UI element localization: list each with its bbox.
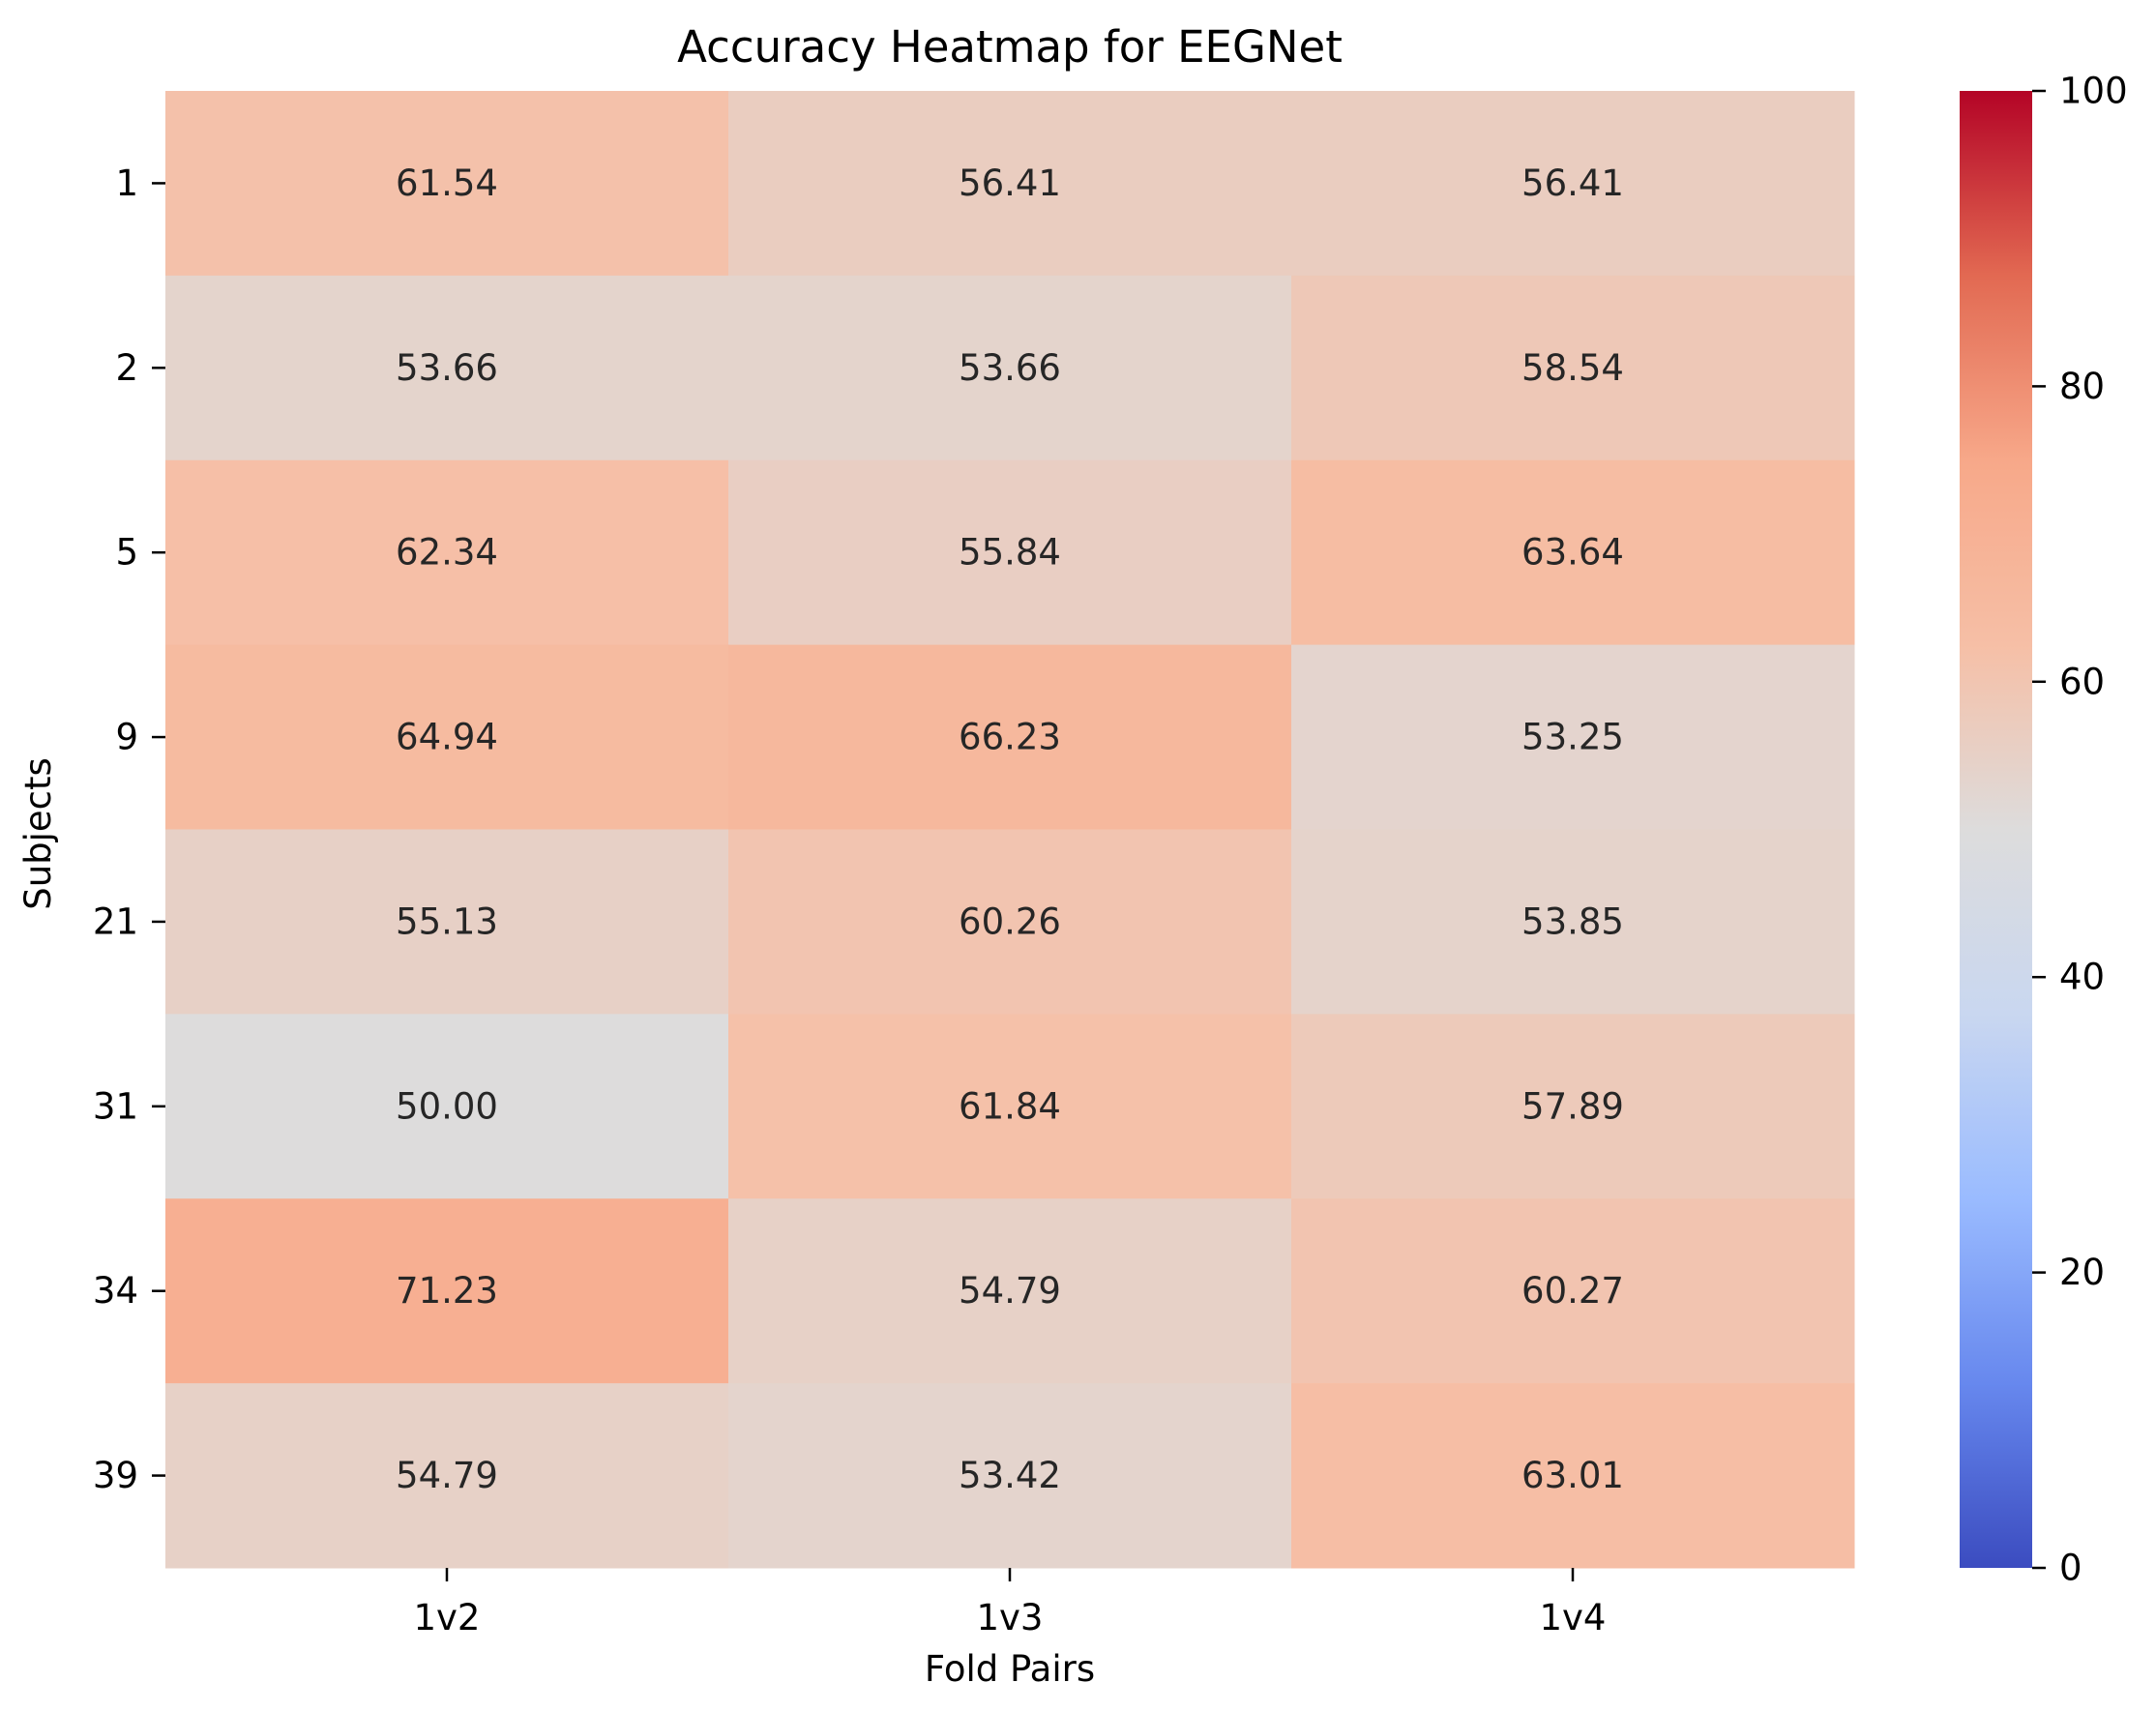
colorbar-tick-label: 80 xyxy=(2059,366,2105,407)
colorbar-ticks: 0 20 40 60 80 100 xyxy=(2032,71,2128,1589)
cell-value-label: 64.94 xyxy=(396,717,498,758)
heatmap-cell xyxy=(165,1014,729,1199)
y-axis: 1 2 5 9 21 31 34 39 xyxy=(93,162,165,1496)
colorbar-scale xyxy=(1960,91,2032,1568)
colorbar-tick-label: 100 xyxy=(2059,71,2128,112)
heatmap-cell xyxy=(728,459,1292,646)
cell-value-label: 60.26 xyxy=(959,900,1061,942)
x-axis: 1v2 1v3 1v4 xyxy=(414,1568,1607,1638)
cell-value-label: 53.25 xyxy=(1521,717,1624,758)
heatmap-cells xyxy=(165,91,1855,1569)
y-tick-label: 31 xyxy=(93,1085,138,1127)
cell-value-label: 57.89 xyxy=(1521,1085,1624,1127)
heatmap-cell xyxy=(728,829,1292,1015)
cell-value-label: 55.13 xyxy=(396,900,498,942)
heatmap-cell xyxy=(1291,275,1855,461)
x-tick-label: 1v4 xyxy=(1540,1597,1607,1638)
y-tick-label: 2 xyxy=(115,347,138,389)
heatmap-cell xyxy=(728,1383,1292,1569)
heatmap-cell xyxy=(165,275,729,461)
cell-value-label: 55.84 xyxy=(959,532,1061,574)
cell-value-label: 53.66 xyxy=(959,347,1061,389)
cell-value-label: 56.41 xyxy=(1521,162,1624,204)
y-tick-label: 21 xyxy=(93,900,138,942)
cell-value-label: 63.01 xyxy=(1521,1455,1624,1496)
heatmap-cell xyxy=(1291,829,1855,1015)
cell-value-label: 50.00 xyxy=(396,1085,498,1127)
y-tick-label: 34 xyxy=(93,1270,138,1312)
y-tick-label: 9 xyxy=(115,717,138,758)
colorbar-tick-label: 20 xyxy=(2059,1252,2105,1293)
heatmap-cell xyxy=(1291,91,1855,277)
y-tick-label: 39 xyxy=(93,1455,138,1496)
y-axis-label: Subjects xyxy=(17,757,59,910)
y-tick-label: 1 xyxy=(115,162,138,204)
cell-value-label: 53.85 xyxy=(1521,900,1624,942)
cell-value-label: 54.79 xyxy=(396,1455,498,1496)
colorbar-tick-label: 40 xyxy=(2059,957,2105,998)
cell-value-label: 61.84 xyxy=(959,1085,1061,1127)
y-tick-label: 5 xyxy=(115,532,138,574)
heatmap-cell xyxy=(1291,1383,1855,1569)
heatmap-cell xyxy=(165,1198,729,1384)
heatmap-cell xyxy=(1291,459,1855,646)
cell-value-label: 53.66 xyxy=(396,347,498,389)
cell-value-label: 66.23 xyxy=(959,717,1061,758)
heatmap-cell xyxy=(728,1198,1292,1384)
chart-title: Accuracy Heatmap for EEGNet xyxy=(677,21,1343,73)
x-axis-label: Fold Pairs xyxy=(925,1648,1095,1690)
heatmap-cell xyxy=(728,1014,1292,1199)
cell-value-label: 61.54 xyxy=(396,162,498,204)
heatmap-cell xyxy=(1291,644,1855,830)
cell-value-label: 63.64 xyxy=(1521,532,1624,574)
heatmap-cell xyxy=(165,459,729,646)
x-tick-label: 1v2 xyxy=(414,1597,481,1638)
heatmap-cell xyxy=(165,1383,729,1569)
heatmap-cell xyxy=(165,91,729,277)
heatmap-cell xyxy=(728,91,1292,277)
cell-value-label: 53.42 xyxy=(959,1455,1061,1496)
heatmap-cell xyxy=(728,275,1292,461)
cell-value-label: 54.79 xyxy=(959,1270,1061,1312)
heatmap-cell xyxy=(165,829,729,1015)
colorbar-tick-label: 0 xyxy=(2059,1548,2082,1589)
cell-value-label: 62.34 xyxy=(396,532,498,574)
cell-value-label: 58.54 xyxy=(1521,347,1624,389)
heatmap-cell xyxy=(1291,1198,1855,1384)
heatmap-cell xyxy=(165,644,729,830)
x-tick-label: 1v3 xyxy=(977,1597,1044,1638)
heatmap-cell-labels: 61.54 56.41 56.41 53.66 53.66 58.54 62.34 55.84… xyxy=(396,162,1624,1496)
cell-value-label: 71.23 xyxy=(396,1270,498,1312)
cell-value-label: 56.41 xyxy=(959,162,1061,204)
heatmap-cell xyxy=(728,644,1292,830)
colorbar-tick-label: 60 xyxy=(2059,661,2105,702)
cell-value-label: 60.27 xyxy=(1521,1270,1624,1312)
colorbar: 0 20 40 60 80 100 xyxy=(1960,71,2128,1589)
heatmap-cell xyxy=(1291,1014,1855,1199)
